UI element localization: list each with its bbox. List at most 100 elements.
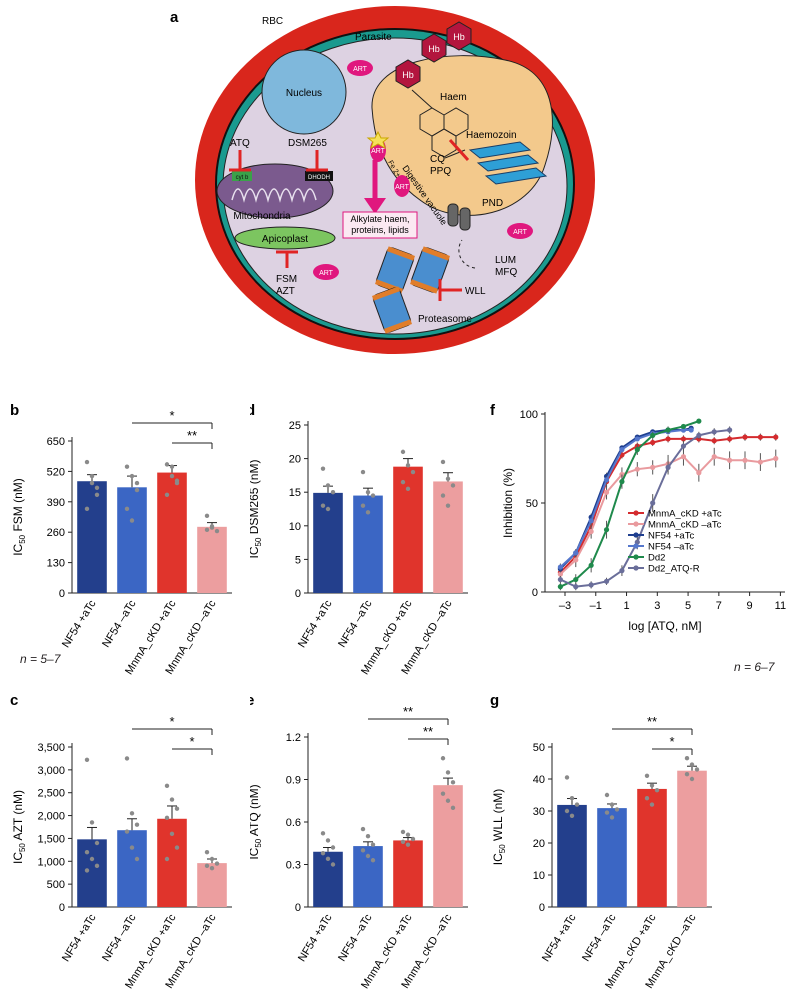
data-point: [680, 427, 687, 433]
y-tick-label: 50: [526, 498, 538, 510]
data-point: [405, 486, 411, 492]
bar: [77, 839, 107, 907]
data-point: [573, 550, 579, 556]
data-point: [134, 822, 140, 827]
data-point: [604, 792, 610, 798]
data-point: [134, 856, 140, 862]
data-point: [325, 856, 331, 862]
series-line: [559, 420, 700, 588]
haemozoin-crystals-icon: [468, 141, 548, 185]
data-point: [694, 767, 700, 772]
data-point: [325, 838, 331, 843]
data-point: [129, 518, 135, 523]
data-point: [325, 506, 331, 512]
data-point: [440, 756, 446, 761]
data-point: [742, 434, 748, 440]
art-molecule-icon: ART: [507, 223, 533, 239]
data-point: [711, 438, 717, 444]
data-point: [365, 833, 371, 839]
data-point: [209, 524, 215, 529]
data-point: [665, 436, 671, 442]
data-point: [609, 802, 615, 807]
alkylate-label-line1: Alkylate haem,: [350, 214, 409, 224]
chart-panel-b: b 0 130 260 390 520 650 IC50 FSM (nM) NF54 +aTc N…: [10, 402, 232, 677]
x-tick-label: NF54 +aTc: [60, 598, 99, 650]
data-point: [214, 528, 220, 534]
y-tick-label: 100: [520, 409, 538, 421]
data-point: [134, 487, 140, 493]
y-tick-label: 520: [47, 466, 65, 478]
data-point: [680, 423, 687, 430]
data-point: [564, 775, 570, 780]
data-point: [619, 447, 625, 453]
nucleus-label: Nucleus: [286, 88, 322, 99]
y-tick-label: 30: [533, 806, 545, 818]
pnd-transporter-icon: [447, 203, 471, 231]
chart-panel-c: c 0 500 1,000 1,500 2,000 2,500 3,000 3,500 IC50 …: [10, 692, 232, 991]
data-point: [557, 564, 563, 570]
wll-schematic-label: WLL: [465, 286, 486, 297]
data-point: [400, 829, 406, 835]
data-point: [370, 493, 376, 498]
legend-marker: [633, 554, 639, 560]
mfq-label: MFQ: [495, 267, 517, 278]
data-point: [169, 473, 175, 479]
data-point: [84, 757, 90, 762]
data-point: [557, 571, 563, 577]
haem-label: Haem: [440, 92, 467, 103]
significance-label: **: [187, 428, 197, 443]
art-molecule-icon: ART: [394, 175, 410, 197]
y-tick-label: 1,000: [37, 856, 65, 868]
data-point: [94, 492, 100, 497]
data-point: [665, 427, 671, 433]
svg-text:ART: ART: [319, 270, 334, 277]
data-point: [689, 762, 695, 767]
svg-text:ART: ART: [353, 66, 368, 73]
data-point: [84, 868, 90, 873]
y-axis-label: IC50 FSM (nM): [11, 478, 27, 556]
data-point: [360, 469, 366, 475]
panel-label-g: g: [490, 692, 499, 709]
mitochondria-cristae: [231, 188, 317, 203]
data-point: [440, 791, 446, 796]
y-tick-label: 50: [533, 742, 545, 754]
chart-panel-d: d 0 5 10 15 20 25 IC50 DSM265 (nM) NF54 +aTc NF54…: [250, 402, 468, 677]
apicoplast-label: Apicoplast: [262, 234, 308, 245]
significance-label: **: [403, 704, 413, 719]
bar: [597, 808, 627, 907]
bar: [197, 526, 227, 593]
data-point: [696, 432, 702, 438]
data-point: [727, 436, 733, 442]
y-tick-label: 20: [289, 454, 301, 466]
data-point: [365, 490, 371, 495]
data-point: [325, 483, 331, 488]
data-point: [634, 436, 640, 442]
y-tick-label: 0: [59, 588, 65, 600]
nucleus: [261, 49, 347, 135]
data-point: [440, 459, 446, 465]
y-axis-label: IC50 AZT (nM): [11, 790, 27, 864]
data-point: [680, 454, 687, 460]
data-point: [89, 820, 95, 825]
data-point: [129, 811, 135, 816]
data-point: [405, 463, 411, 468]
data-point: [569, 813, 575, 818]
y-tick-label: 10: [289, 521, 301, 533]
y-axis-label: IC50 ATQ (nM): [250, 784, 263, 859]
y-tick-label: 2,000: [37, 811, 65, 823]
data-point: [400, 449, 406, 455]
y-tick-label: 15: [289, 487, 301, 499]
data-point: [450, 780, 456, 785]
alkylate-box: [342, 211, 418, 239]
data-point: [169, 831, 175, 837]
data-point: [644, 796, 650, 801]
data-point: [680, 443, 687, 449]
data-point: [400, 479, 406, 485]
data-point: [169, 797, 175, 802]
bar: [637, 788, 667, 907]
legend-label: Dd2_ATQ-R: [648, 564, 700, 575]
significance-label: *: [669, 734, 674, 749]
svg-text:Hb: Hb: [402, 70, 414, 80]
svg-text:ART: ART: [513, 229, 528, 236]
y-tick-label: 5: [295, 554, 301, 566]
